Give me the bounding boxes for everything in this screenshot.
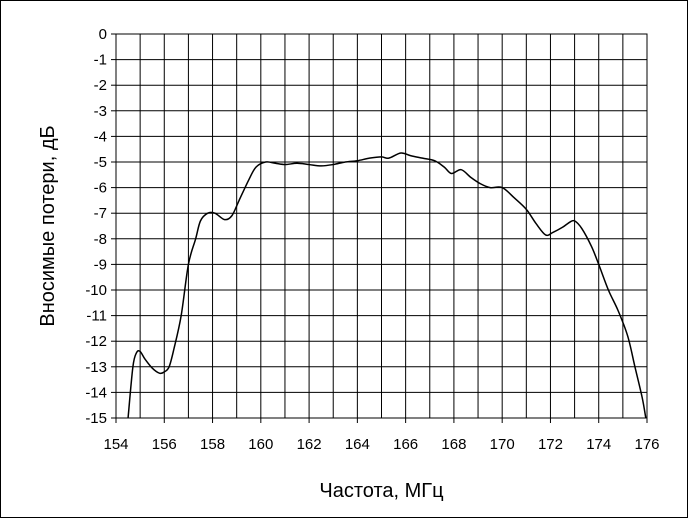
x-tick-label: 170 [490, 436, 515, 453]
y-tick-label: -3 [94, 103, 107, 120]
x-tick-label: 158 [200, 436, 225, 453]
axis-ticks: 0 -1 -2 -3 -4 -5 -6 -7 -8 -9 -10 -11 -12 -13 -14 -15 154… [85, 26, 659, 453]
y-tick-label: -2 [94, 77, 107, 94]
x-tick-label: 174 [586, 436, 611, 453]
y-tick-label: -14 [85, 384, 107, 401]
y-tick-label: -5 [94, 154, 107, 171]
y-tick-label: -4 [94, 128, 107, 145]
y-tick-label: -6 [94, 180, 107, 197]
y-tick-label: -12 [85, 333, 107, 350]
series-line [127, 152, 647, 419]
plot-area-border [115, 33, 648, 419]
x-tick-label: 176 [634, 436, 659, 453]
x-tick-label: 168 [441, 436, 466, 453]
x-tick-label: 172 [538, 436, 563, 453]
x-tick-label: 156 [152, 436, 177, 453]
y-tick-label: -8 [94, 231, 107, 248]
y-tick-label: -7 [94, 205, 107, 222]
y-tick-label: -11 [86, 308, 107, 325]
y-tick-label: -9 [94, 256, 107, 273]
y-axis-title: Вносимые потери, дБ [37, 125, 59, 326]
x-tick-label: 162 [297, 436, 322, 453]
y-tick-label: -1 [94, 52, 107, 69]
y-tick-label: 0 [99, 26, 107, 43]
y-tick-label: -15 [85, 410, 107, 427]
x-tick-label: 154 [103, 436, 128, 453]
x-tick-label: 160 [248, 436, 273, 453]
x-tick-label: 166 [393, 436, 418, 453]
series-layer [127, 152, 647, 419]
y-tick-label: -13 [85, 359, 107, 376]
x-tick-label: 164 [345, 436, 370, 453]
x-axis-title: Частота, МГц [319, 480, 443, 502]
y-tick-label: -10 [85, 282, 107, 299]
